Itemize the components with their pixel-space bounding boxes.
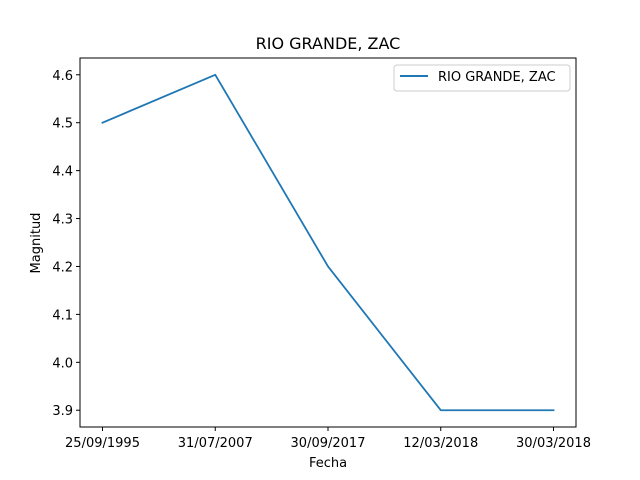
y-tick-label: 4.1 (52, 308, 73, 323)
x-tick-label: 25/09/1995 (65, 436, 140, 451)
x-axis-label: Fecha (309, 456, 347, 471)
y-tick-label: 4.5 (52, 117, 73, 132)
y-axis-ticks: 3.9 4.0 4.1 4.2 4.3 4.4 4.5 4.6 (52, 69, 80, 419)
series-line (101, 73, 555, 412)
x-tick-label: 30/03/2018 (516, 436, 591, 451)
y-tick-label: 4.3 (52, 213, 73, 228)
x-axis-ticks: 25/09/1995 31/07/2007 30/09/2017 12/03/2018… (65, 427, 591, 451)
y-tick-label: 4.6 (52, 69, 73, 84)
y-tick-label: 4.0 (52, 356, 73, 371)
x-tick-label: 31/07/2007 (178, 436, 253, 451)
chart-title: RIO GRANDE, ZAC (256, 34, 401, 53)
legend-label: RIO GRANDE, ZAC (438, 70, 556, 85)
y-tick-label: 4.4 (52, 165, 73, 180)
x-tick-label: 30/09/2017 (291, 436, 366, 451)
x-tick-label: 12/03/2018 (403, 436, 478, 451)
legend-box (393, 64, 571, 92)
y-tick-label: 4.2 (52, 260, 73, 275)
legend: RIO GRANDE, ZAC (393, 64, 571, 92)
plot-frame (79, 57, 577, 428)
y-tick-label: 3.9 (52, 404, 73, 419)
series-lines (101, 73, 555, 412)
y-axis-label: Magnitud (29, 213, 44, 274)
